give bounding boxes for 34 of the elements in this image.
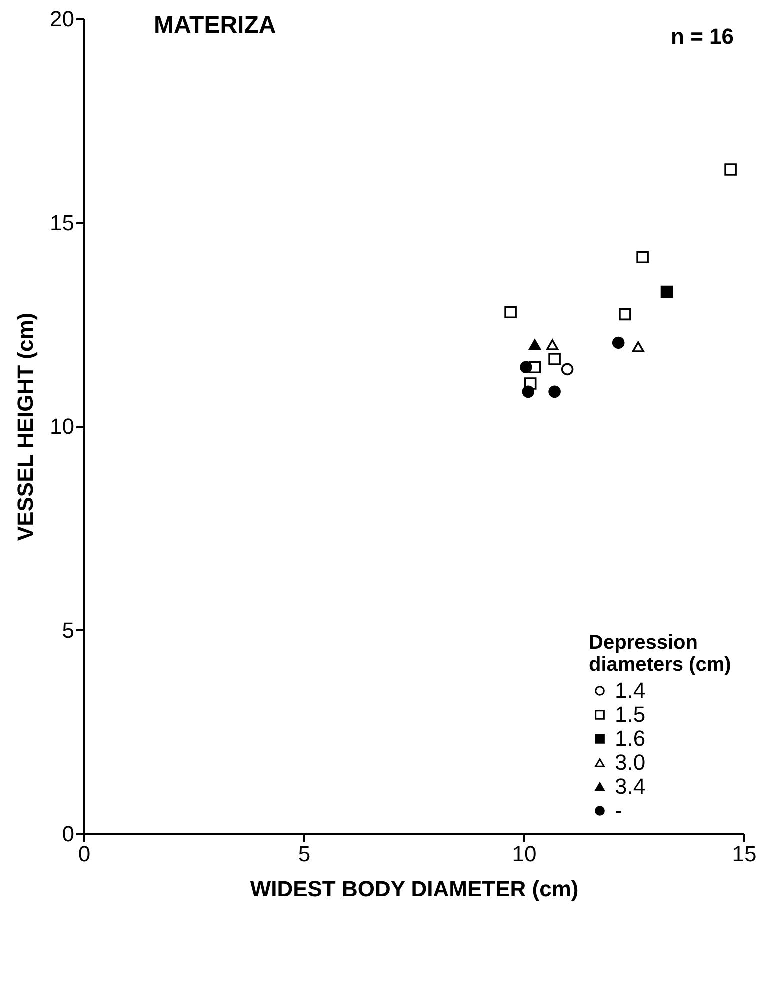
x-tick-label: 5 (298, 842, 311, 866)
point (522, 386, 535, 398)
point (548, 386, 561, 398)
legend-label: 1.6 (615, 726, 646, 751)
annotation: n = 16 (671, 24, 734, 49)
x-tick-label: 0 (78, 842, 91, 866)
point (724, 164, 737, 176)
point (632, 342, 645, 352)
point (561, 363, 574, 376)
y-tick-label: 10 (50, 414, 74, 439)
legend-label: 1.4 (615, 678, 646, 703)
x-tick-label: 15 (732, 842, 757, 866)
point (528, 340, 542, 350)
point (546, 340, 559, 350)
x-axis-title: WIDEST BODY DIAMETER (cm) (250, 876, 579, 902)
point (520, 361, 532, 374)
legend-label: 1.5 (615, 702, 646, 727)
point (660, 286, 674, 298)
point (636, 251, 649, 264)
legend-title: Depression diameters (cm) (589, 632, 732, 676)
legend-label: - (615, 798, 622, 823)
legend-label: 3.0 (615, 750, 646, 775)
point (612, 336, 625, 350)
y-tick-label: 0 (62, 822, 74, 846)
y-tick-label: 5 (62, 618, 74, 643)
chart-title: MATERIZA (154, 12, 276, 39)
x-tick-label: 10 (512, 842, 537, 866)
y-tick-label: 20 (50, 6, 74, 32)
point (619, 308, 632, 321)
y-tick-label: 15 (50, 210, 74, 236)
point (504, 306, 517, 319)
point (548, 353, 561, 366)
y-axis-title: VESSEL HEIGHT (cm) (13, 312, 38, 542)
legend-label: 3.4 (615, 774, 646, 799)
